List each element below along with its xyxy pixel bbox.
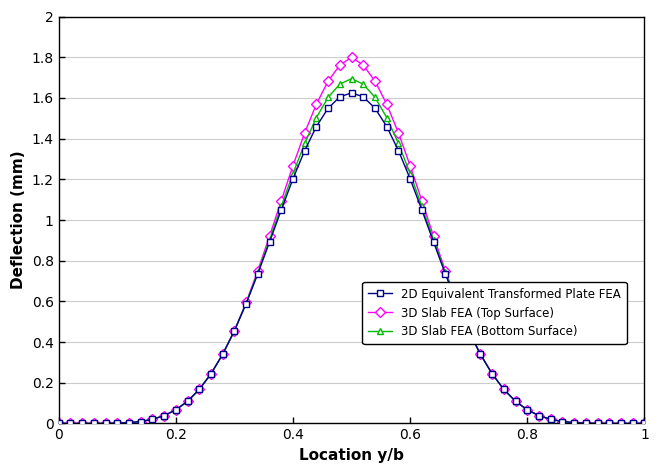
3D Slab FEA (Bottom Surface) [640, 420, 648, 426]
Y-axis label: Deflection (mm): Deflection (mm) [11, 151, 26, 289]
2D Equivalent Transformed Plate FEA [55, 420, 63, 426]
Line: 3D Slab FEA (Bottom Surface): 3D Slab FEA (Bottom Surface) [55, 75, 648, 427]
2D Equivalent Transformed Plate FEA [629, 420, 637, 426]
3D Slab FEA (Bottom Surface) [242, 301, 250, 306]
3D Slab FEA (Bottom Surface) [488, 371, 496, 377]
2D Equivalent Transformed Plate FEA [453, 301, 461, 307]
3D Slab FEA (Top Surface) [629, 420, 637, 426]
3D Slab FEA (Bottom Surface) [183, 399, 191, 404]
3D Slab FEA (Bottom Surface) [453, 301, 461, 306]
3D Slab FEA (Bottom Surface) [230, 328, 238, 334]
3D Slab FEA (Top Surface) [348, 55, 356, 60]
2D Equivalent Transformed Plate FEA [348, 90, 356, 96]
3D Slab FEA (Top Surface) [453, 300, 461, 305]
3D Slab FEA (Top Surface) [488, 371, 496, 377]
3D Slab FEA (Top Surface) [183, 399, 191, 404]
2D Equivalent Transformed Plate FEA [640, 420, 648, 426]
Legend: 2D Equivalent Transformed Plate FEA, 3D Slab FEA (Top Surface), 3D Slab FEA (Bot: 2D Equivalent Transformed Plate FEA, 3D … [362, 282, 627, 344]
Line: 3D Slab FEA (Top Surface): 3D Slab FEA (Top Surface) [55, 54, 648, 427]
3D Slab FEA (Top Surface) [640, 420, 648, 426]
3D Slab FEA (Bottom Surface) [348, 76, 356, 82]
3D Slab FEA (Bottom Surface) [55, 420, 63, 426]
X-axis label: Location y/b: Location y/b [299, 448, 404, 463]
Line: 2D Equivalent Transformed Plate FEA: 2D Equivalent Transformed Plate FEA [55, 90, 648, 427]
3D Slab FEA (Top Surface) [230, 328, 238, 334]
2D Equivalent Transformed Plate FEA [242, 301, 250, 307]
3D Slab FEA (Top Surface) [55, 420, 63, 426]
3D Slab FEA (Bottom Surface) [629, 420, 637, 426]
2D Equivalent Transformed Plate FEA [183, 399, 191, 404]
2D Equivalent Transformed Plate FEA [230, 328, 238, 334]
2D Equivalent Transformed Plate FEA [488, 371, 496, 377]
3D Slab FEA (Top Surface) [242, 300, 250, 305]
